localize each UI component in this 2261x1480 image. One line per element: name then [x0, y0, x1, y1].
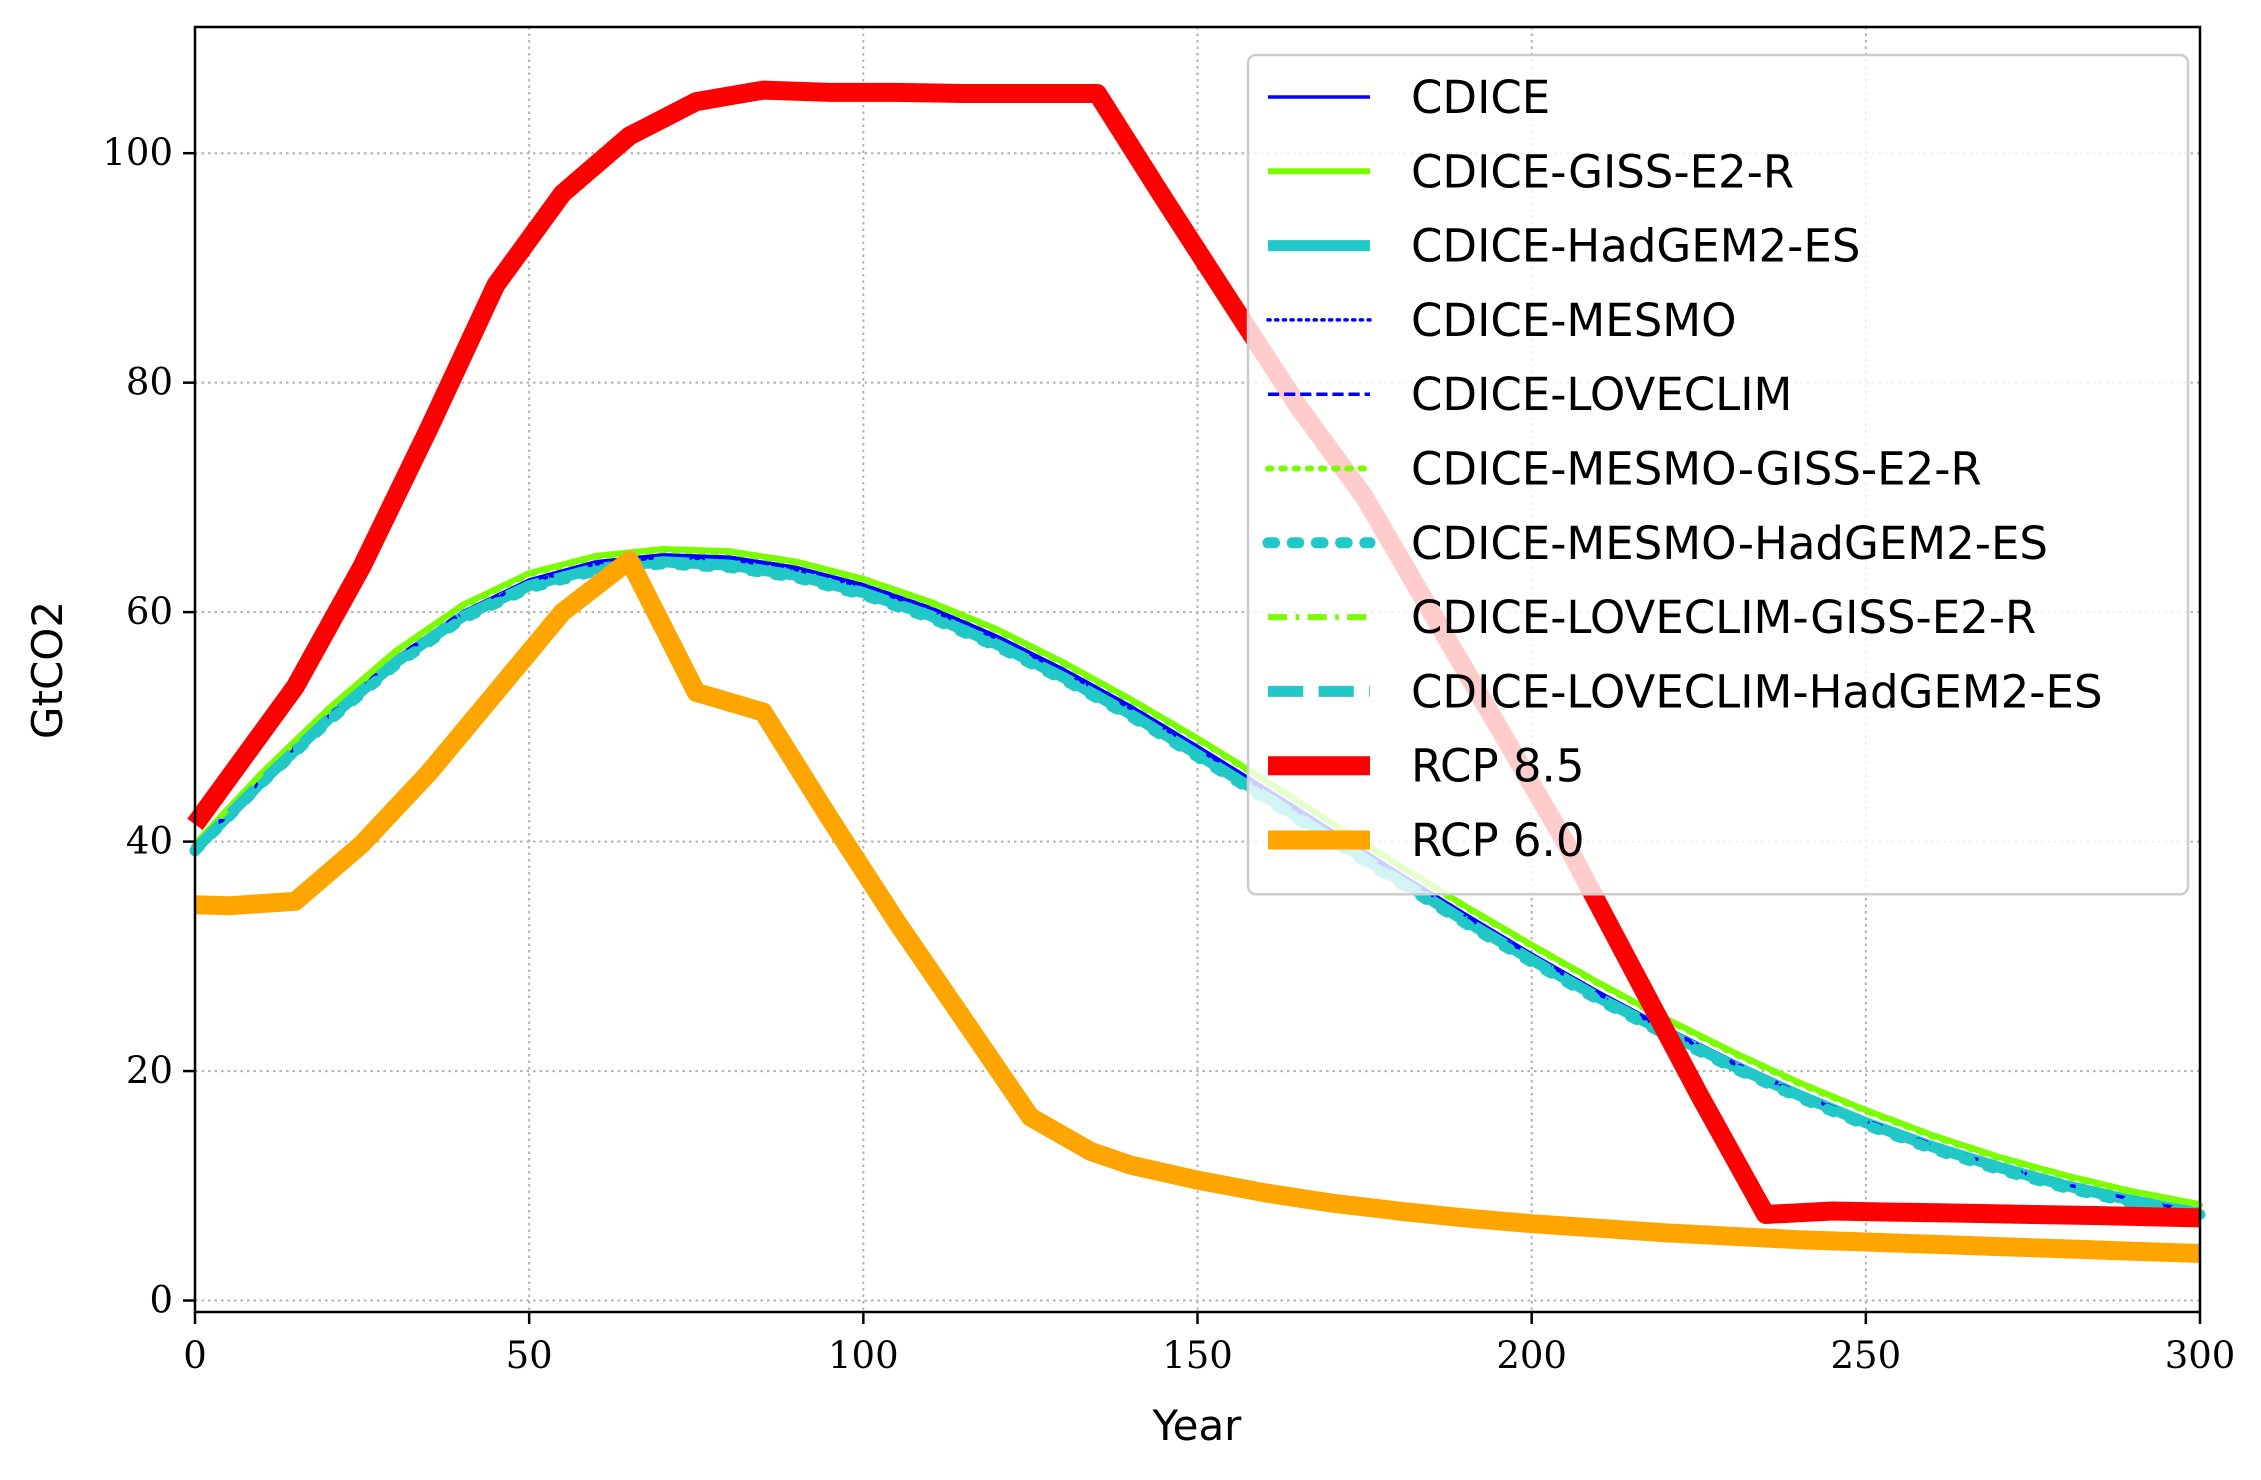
legend-label: CDICE-MESMO: [1411, 294, 1737, 347]
x-tick-label: 200: [1496, 1334, 1567, 1377]
series-lines: [187, 80, 2206, 1263]
x-tick-label: 50: [506, 1334, 553, 1377]
series-line-rcp-6-0: [194, 551, 2201, 1263]
legend-label: CDICE-GISS-E2-R: [1411, 145, 1794, 198]
legend-label: CDICE-LOVECLIM-GISS-E2-R: [1411, 591, 2036, 644]
axis-ticks: 0 50 100 150 200 250 300 0 20 40 60 80 100: [102, 131, 2235, 1377]
x-tick-label: 0: [183, 1334, 207, 1377]
y-tick-label: 100: [102, 131, 173, 174]
legend-label: CDICE-MESMO-GISS-E2-R: [1411, 443, 1982, 496]
legend-label: CDICE-HadGEM2-ES: [1411, 220, 1860, 273]
series-line-cdice-mesmo-giss-e2-r: [192, 547, 2203, 1209]
legend-label: RCP 8.5: [1411, 740, 1584, 793]
series-line-rcp-8-5: [187, 80, 2201, 1228]
y-tick-label: 0: [149, 1279, 173, 1322]
legend-label: CDICE-LOVECLIM-HadGEM2-ES: [1411, 665, 2103, 718]
y-tick-label: 60: [126, 590, 173, 633]
y-tick-label: 40: [126, 820, 173, 863]
legend-box: [1246, 53, 2190, 896]
y-tick-label: 80: [126, 361, 173, 404]
x-tick-label: 300: [2165, 1334, 2236, 1377]
x-tick-label: 100: [828, 1334, 899, 1377]
legend-label: RCP 6.0: [1411, 814, 1584, 867]
x-tick-label: 250: [1831, 1334, 1902, 1377]
x-axis-title: Year: [1152, 1401, 1243, 1450]
series-line-cdice-loveclim-hadgem2-es: [191, 556, 2202, 1219]
x-tick-label: 150: [1162, 1334, 1233, 1377]
legend-label: CDICE-MESMO-HadGEM2-ES: [1411, 517, 2048, 570]
legend-label: CDICE-LOVECLIM: [1411, 368, 1792, 421]
y-tick-label: 20: [126, 1049, 173, 1092]
legend: CDICE CDICE-GISS-E2-R CDICE-HadGEM2-ES CDIC…: [1246, 53, 2190, 896]
y-axis-title: GtCO2: [23, 601, 72, 739]
series-line-cdice-loveclim-giss-e2-r: [192, 546, 2201, 1208]
legend-label: CDICE: [1411, 71, 1550, 124]
